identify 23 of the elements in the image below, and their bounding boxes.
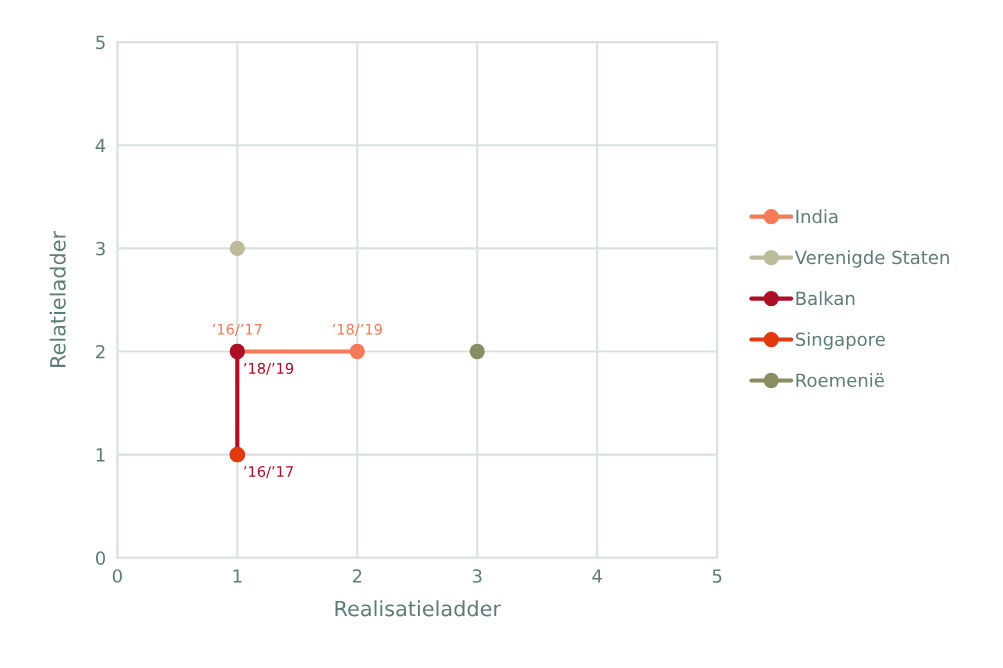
- data-label: ’18/’19: [244, 362, 294, 376]
- data-label: ’16/’17: [244, 466, 293, 479]
- data-label: ’16/’17: [212, 323, 262, 336]
- legend-label: Singapore: [795, 332, 885, 350]
- data-label: ’18/’19: [332, 323, 382, 336]
- y-tick-label: 0: [95, 551, 106, 565]
- y-tick-label: 5: [96, 35, 105, 50]
- x-axis-title: Realisatieladder: [335, 600, 501, 617]
- x-tick-label: 3: [472, 569, 482, 583]
- legend-label: Verenigde Staten: [794, 250, 949, 268]
- legend-label: Balkan: [796, 291, 855, 306]
- x-tick-label: 4: [592, 569, 602, 583]
- legend-label: India: [796, 209, 838, 224]
- y-axis-title: Relatieladder: [49, 230, 66, 367]
- x-tick-label: 1: [233, 569, 242, 583]
- y-tick-label: 1: [96, 448, 105, 462]
- x-tick-label: 2: [352, 569, 362, 583]
- y-tick-label: 2: [96, 344, 105, 359]
- x-tick-label: 5: [712, 569, 722, 583]
- y-tick-label: 3: [96, 241, 105, 256]
- y-tick-label: 4: [95, 138, 106, 153]
- x-tick-label: 0: [112, 569, 122, 583]
- legend-label: Roemenië: [796, 373, 884, 388]
